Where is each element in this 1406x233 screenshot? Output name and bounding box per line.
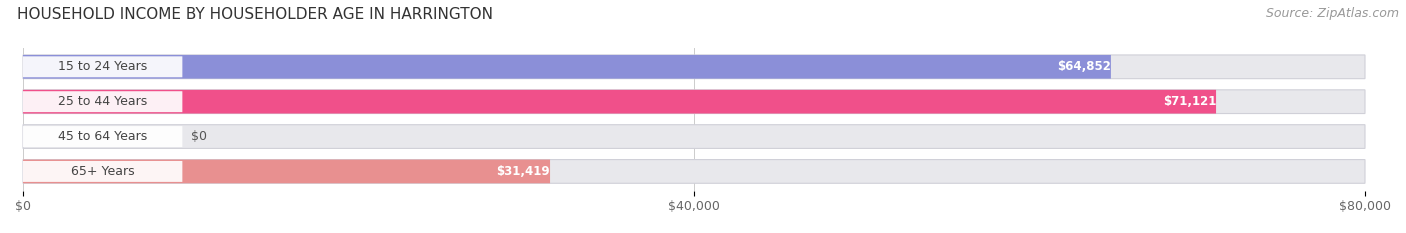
FancyBboxPatch shape <box>22 90 1216 113</box>
FancyBboxPatch shape <box>22 161 183 182</box>
FancyBboxPatch shape <box>22 125 1365 148</box>
FancyBboxPatch shape <box>22 55 1365 79</box>
FancyBboxPatch shape <box>22 160 550 183</box>
Text: $0: $0 <box>191 130 207 143</box>
FancyBboxPatch shape <box>22 56 183 77</box>
FancyBboxPatch shape <box>22 160 1365 183</box>
FancyBboxPatch shape <box>22 126 183 147</box>
Text: 25 to 44 Years: 25 to 44 Years <box>58 95 148 108</box>
Text: $64,852: $64,852 <box>1057 60 1111 73</box>
Text: $71,121: $71,121 <box>1163 95 1216 108</box>
FancyBboxPatch shape <box>22 55 1111 79</box>
Text: HOUSEHOLD INCOME BY HOUSEHOLDER AGE IN HARRINGTON: HOUSEHOLD INCOME BY HOUSEHOLDER AGE IN H… <box>17 7 494 22</box>
FancyBboxPatch shape <box>22 91 183 112</box>
Text: $31,419: $31,419 <box>496 165 550 178</box>
Text: 15 to 24 Years: 15 to 24 Years <box>58 60 148 73</box>
Text: Source: ZipAtlas.com: Source: ZipAtlas.com <box>1265 7 1399 20</box>
FancyBboxPatch shape <box>22 90 1365 113</box>
Text: 45 to 64 Years: 45 to 64 Years <box>58 130 148 143</box>
Text: 65+ Years: 65+ Years <box>70 165 135 178</box>
